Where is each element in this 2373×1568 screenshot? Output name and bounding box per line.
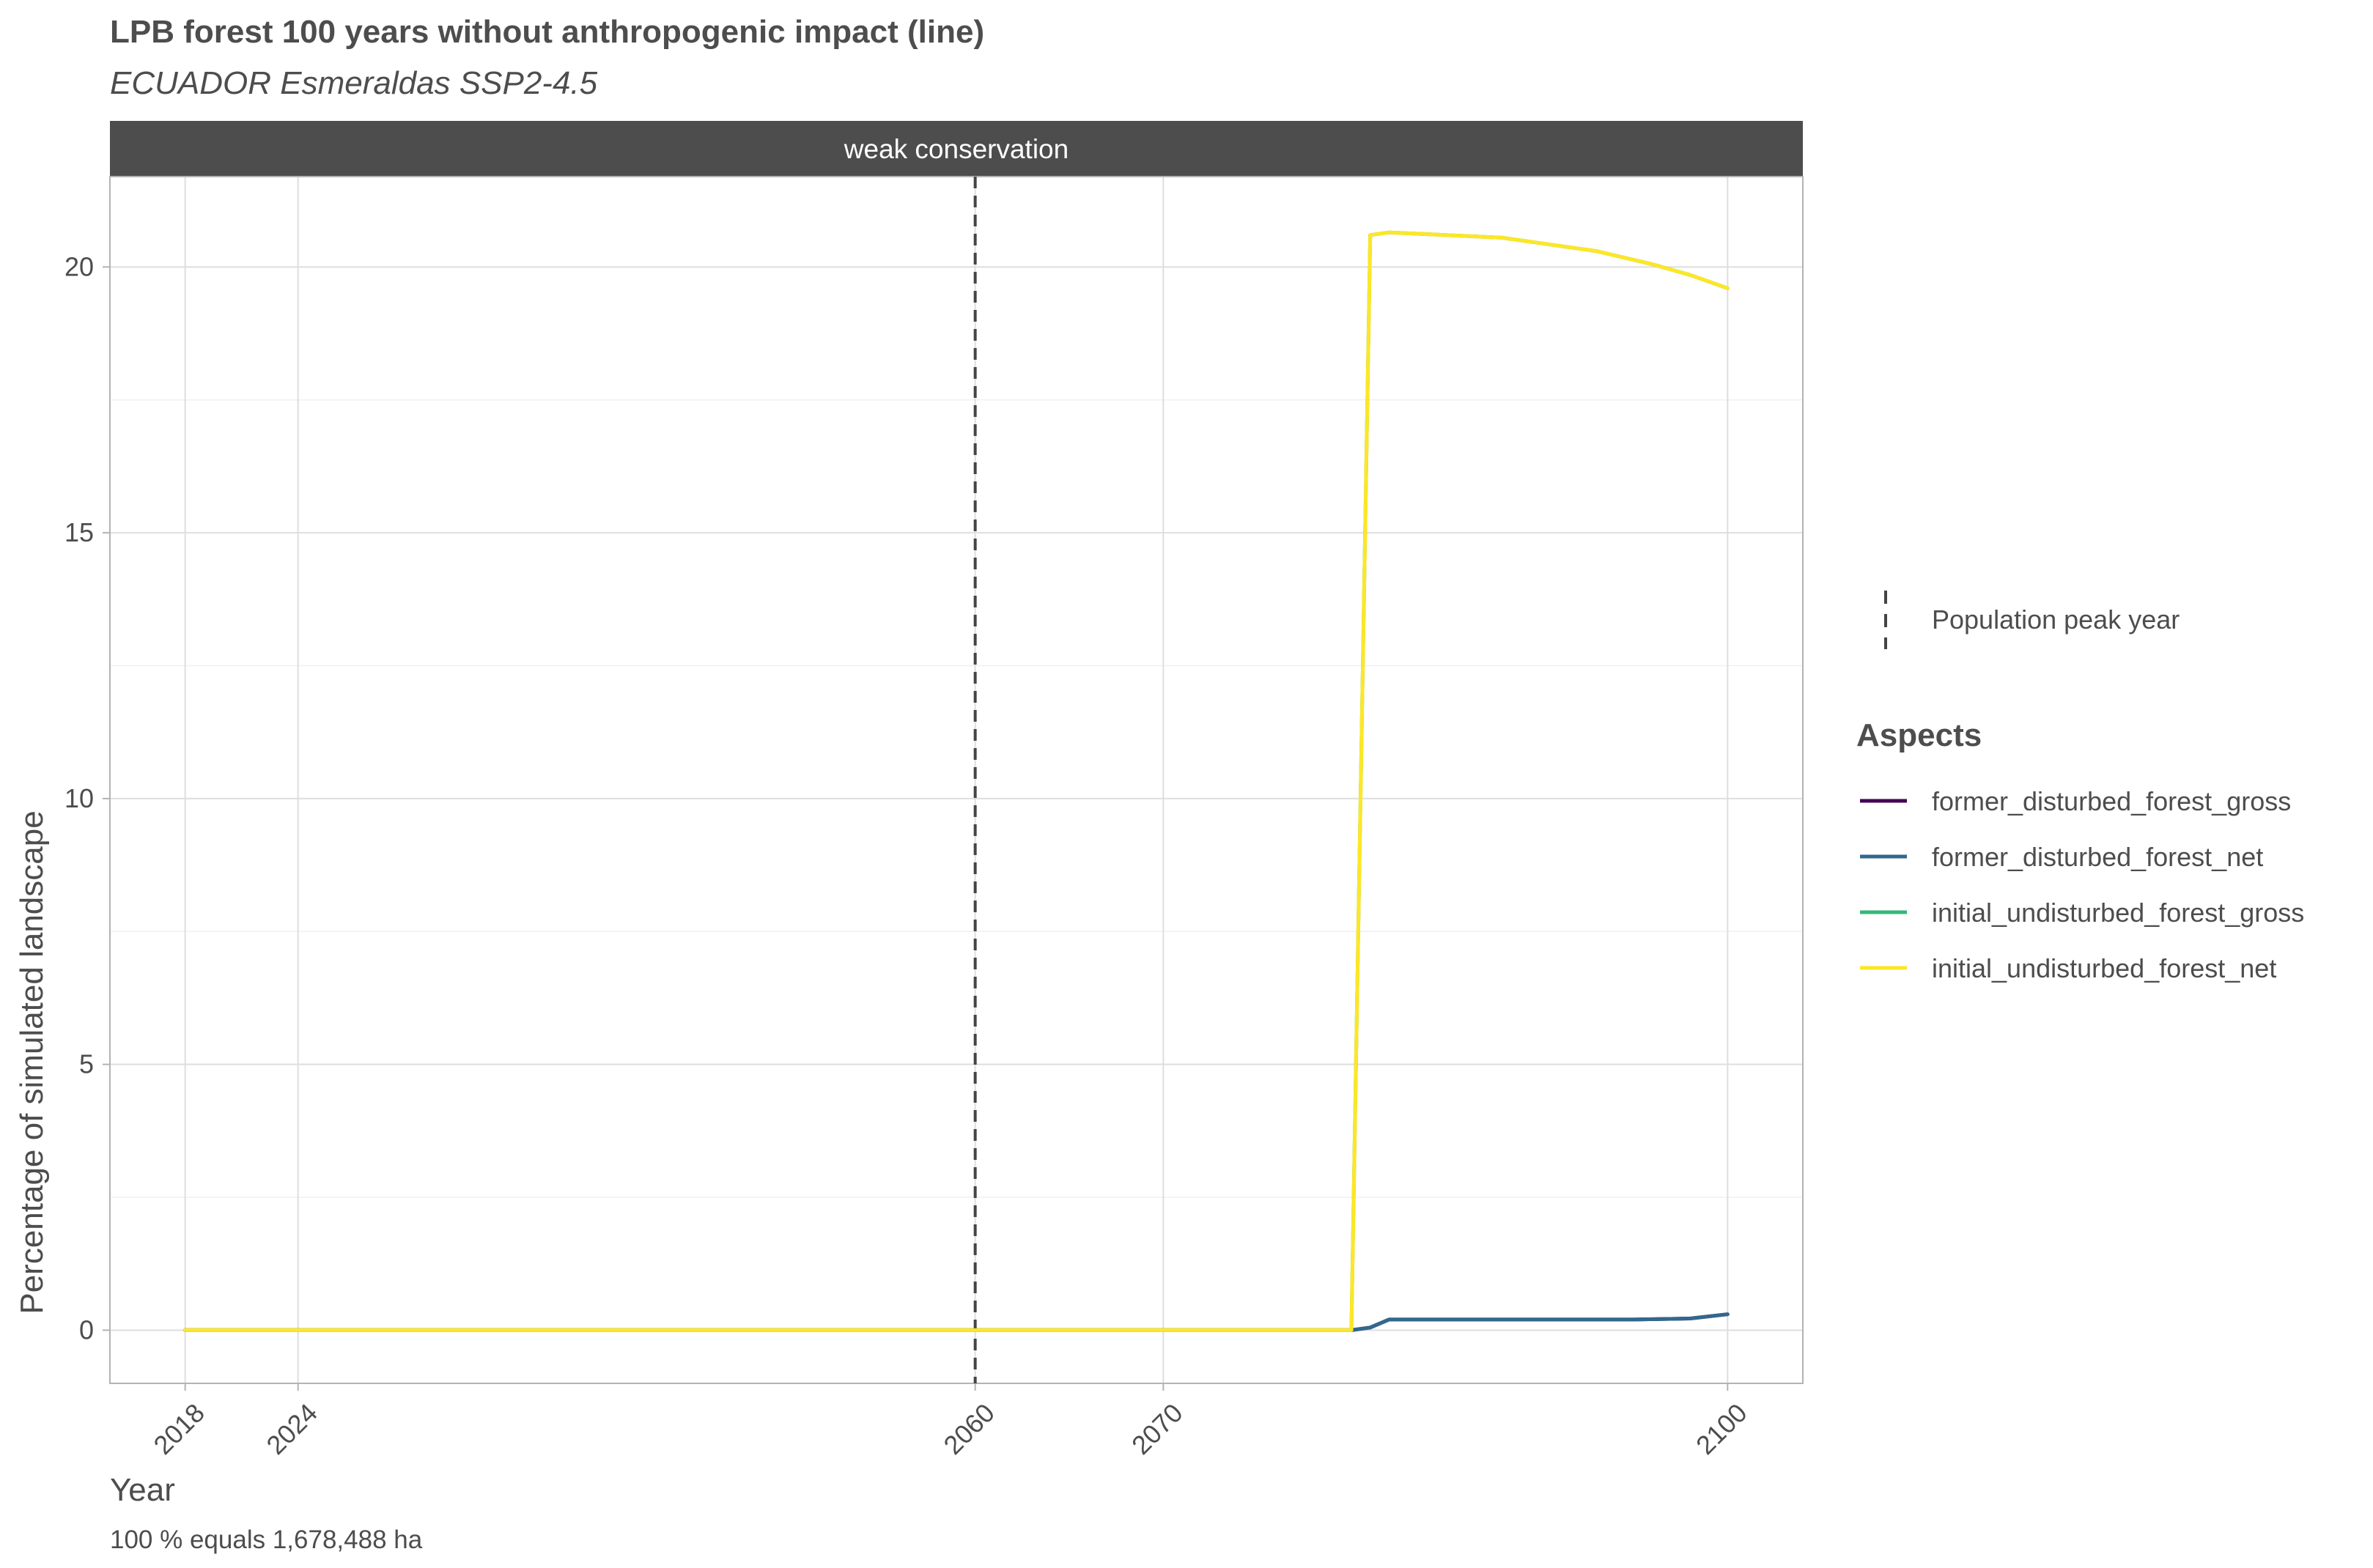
y-tick-label: 20 bbox=[64, 251, 94, 281]
legend-title: Aspects bbox=[1856, 717, 1982, 753]
panel-background bbox=[110, 177, 1803, 1383]
y-tick-label: 10 bbox=[64, 783, 94, 813]
x-axis-title: Year bbox=[110, 1472, 175, 1508]
x-tick-label: 2070 bbox=[1126, 1397, 1189, 1460]
facet-strip-label: weak conservation bbox=[844, 134, 1069, 164]
y-axis-title: Percentage of simulated landscape bbox=[14, 810, 50, 1314]
x-tick-label: 2100 bbox=[1690, 1397, 1753, 1460]
series-line-initial-undisturbed-forest-net bbox=[183, 230, 1730, 1332]
chart-title: LPB forest 100 years without anthropogen… bbox=[110, 14, 984, 50]
y-tick-label: 15 bbox=[64, 517, 94, 547]
legend-label-former-disturbed-forest-gross: former_disturbed_forest_gross bbox=[1932, 786, 2291, 816]
panel-border bbox=[109, 176, 1804, 1384]
x-axis: 2018 2024 2060 2070 2100 bbox=[147, 1383, 1753, 1460]
x-tick-label: 2024 bbox=[260, 1397, 323, 1460]
legend-label-initial-undisturbed-forest-gross: initial_undisturbed_forest_gross bbox=[1932, 898, 2304, 928]
chart-caption: 100 % equals 1,678,488 ha bbox=[110, 1526, 423, 1554]
y-axis: 0 5 10 15 20 bbox=[64, 251, 110, 1345]
x-tick-label: 2018 bbox=[147, 1397, 210, 1460]
chart-subtitle: ECUADOR Esmeraldas SSP2-4.5 bbox=[110, 65, 598, 101]
legend-label-initial-undisturbed-forest-net: initial_undisturbed_forest_net bbox=[1932, 953, 2276, 983]
x-tick-label: 2060 bbox=[937, 1397, 1000, 1460]
legend: Population peak year Aspects former_distur… bbox=[1856, 591, 2304, 983]
legend-label-population-peak: Population peak year bbox=[1932, 604, 2180, 635]
y-tick-label: 5 bbox=[79, 1049, 94, 1079]
facet-strip bbox=[110, 121, 1803, 177]
plot-panel bbox=[109, 176, 1804, 1384]
legend-label-former-disturbed-forest-net: former_disturbed_forest_net bbox=[1932, 842, 2263, 872]
y-tick-label: 0 bbox=[79, 1314, 94, 1345]
